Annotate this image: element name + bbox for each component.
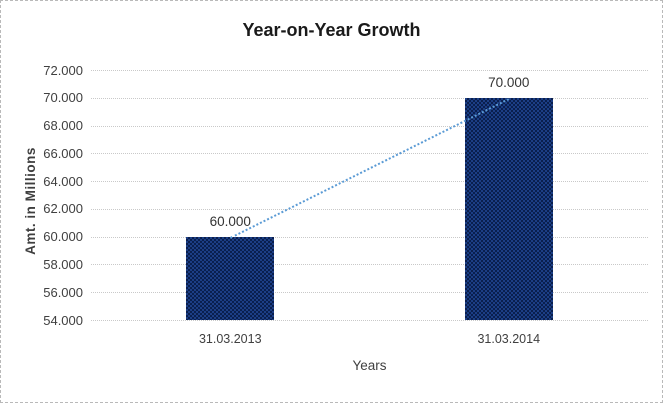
gridline — [91, 208, 648, 210]
y-axis-tick-label: 60.000 — [43, 229, 83, 245]
gridline — [91, 181, 648, 183]
y-axis-tick-label: 72.000 — [43, 62, 83, 78]
x-axis-title: Years — [352, 358, 387, 373]
bar-31.03.2013 — [186, 236, 275, 320]
y-axis-tick-label: 66.000 — [43, 145, 83, 161]
y-axis-tick-label: 54.000 — [43, 312, 83, 328]
y-axis-tick-label: 68.000 — [43, 118, 83, 134]
gridline — [91, 125, 648, 127]
y-axis-tick-label: 58.000 — [43, 256, 83, 272]
gridline — [91, 236, 648, 238]
y-axis-tick-labels: 72.000 70.000 68.000 66.000 64.000 62.000 60.0… — [1, 63, 83, 328]
y-axis-tick-label: 70.000 — [43, 90, 83, 106]
x-axis-tick-label: 31.03.2013 — [198, 332, 262, 346]
gridline — [91, 153, 648, 155]
gridline — [91, 292, 648, 294]
bar-31.03.2014 — [464, 97, 553, 320]
bar-value-label: 60.000 — [209, 213, 251, 229]
gridline — [91, 320, 648, 321]
gridline — [91, 70, 648, 71]
x-axis-tick-labels: 31.03.2013 31.03.2014 — [91, 332, 648, 348]
plot-area: 60.000 70.000 — [91, 70, 648, 321]
chart-title: Year-on-Year Growth — [242, 20, 421, 40]
y-axis-tick-label: 56.000 — [43, 284, 83, 300]
gridline — [91, 264, 648, 266]
gridline — [91, 97, 648, 99]
y-axis-tick-label: 62.000 — [43, 201, 83, 217]
x-axis-tick-label: 31.03.2014 — [477, 332, 541, 346]
bar-value-label: 70.000 — [488, 74, 530, 90]
y-axis-tick-label: 64.000 — [43, 173, 83, 189]
